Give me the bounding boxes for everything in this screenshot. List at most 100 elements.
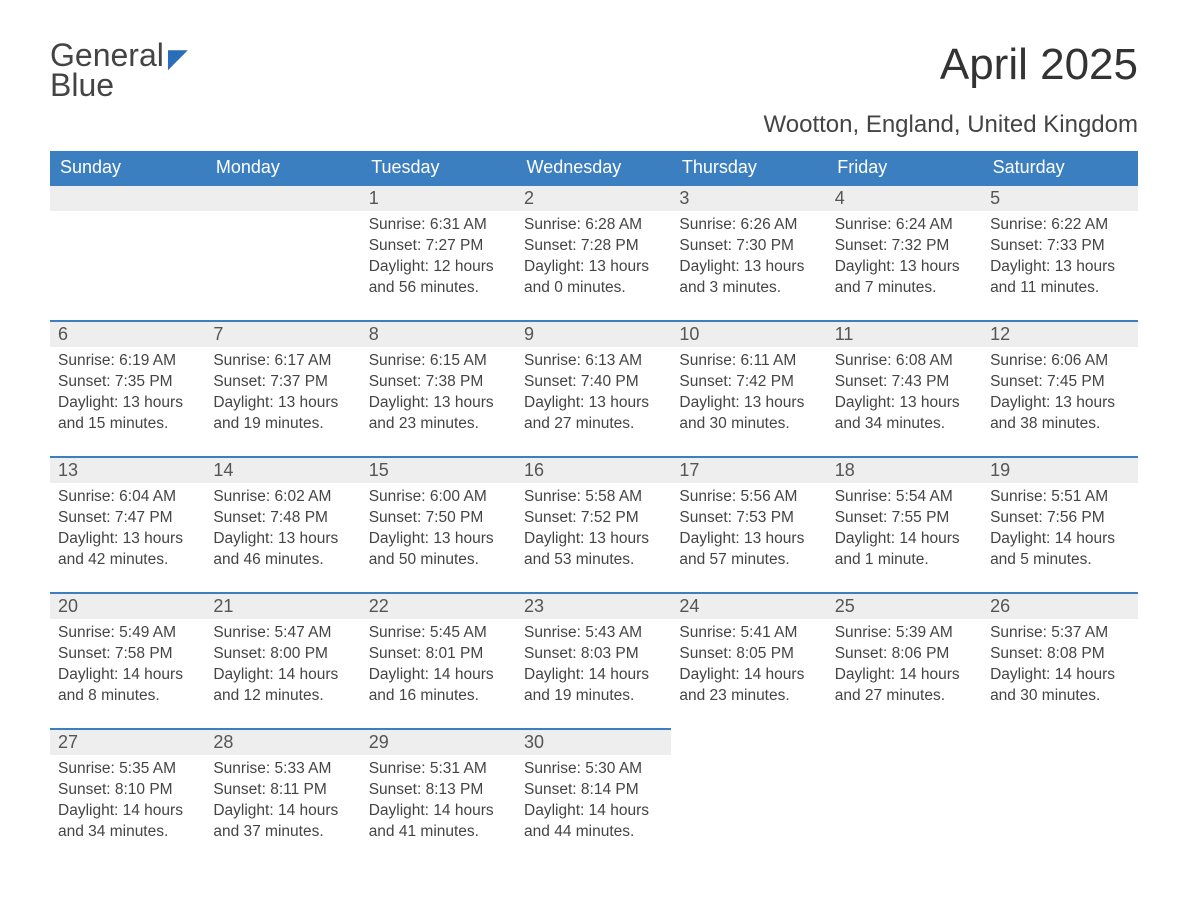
calendar-cell: 7Sunrise: 6:17 AMSunset: 7:37 PMDaylight… — [205, 320, 360, 456]
sunset-line: Sunset: 7:43 PM — [835, 372, 974, 393]
sunset-line: Sunset: 8:10 PM — [58, 780, 197, 801]
daylight-line: Daylight: 13 hours and 3 minutes. — [679, 257, 818, 299]
sunrise-line: Sunrise: 6:17 AM — [213, 351, 352, 372]
daylight-line: Daylight: 12 hours and 56 minutes. — [369, 257, 508, 299]
sunrise-line: Sunrise: 5:56 AM — [679, 487, 818, 508]
daylight-line: Daylight: 14 hours and 27 minutes. — [835, 665, 974, 707]
day-number: 2 — [516, 184, 671, 211]
calendar-body: 1Sunrise: 6:31 AMSunset: 7:27 PMDaylight… — [50, 184, 1138, 864]
sunrise-line: Sunrise: 5:51 AM — [990, 487, 1129, 508]
location-subtitle: Wootton, England, United Kingdom — [50, 111, 1138, 139]
day-number: 25 — [827, 592, 982, 619]
calendar-cell: 20Sunrise: 5:49 AMSunset: 7:58 PMDayligh… — [50, 592, 205, 728]
day-number: 27 — [50, 728, 205, 755]
day-content: Sunrise: 5:35 AMSunset: 8:10 PMDaylight:… — [50, 755, 205, 851]
sunrise-line: Sunrise: 6:28 AM — [524, 215, 663, 236]
flag-icon: ◤ — [168, 43, 188, 74]
daylight-line: Daylight: 14 hours and 5 minutes. — [990, 529, 1129, 571]
calendar-cell: 4Sunrise: 6:24 AMSunset: 7:32 PMDaylight… — [827, 184, 982, 320]
day-content: Sunrise: 5:47 AMSunset: 8:00 PMDaylight:… — [205, 619, 360, 715]
daylight-line: Daylight: 14 hours and 12 minutes. — [213, 665, 352, 707]
daylight-line: Daylight: 14 hours and 30 minutes. — [990, 665, 1129, 707]
day-number: 23 — [516, 592, 671, 619]
day-content: Sunrise: 5:41 AMSunset: 8:05 PMDaylight:… — [671, 619, 826, 715]
day-number: 26 — [982, 592, 1137, 619]
day-number: 21 — [205, 592, 360, 619]
weekday-header: Monday — [205, 151, 360, 184]
sunset-line: Sunset: 7:55 PM — [835, 508, 974, 529]
calendar-cell: 21Sunrise: 5:47 AMSunset: 8:00 PMDayligh… — [205, 592, 360, 728]
day-number: 7 — [205, 320, 360, 347]
day-content: Sunrise: 6:11 AMSunset: 7:42 PMDaylight:… — [671, 347, 826, 443]
sunrise-line: Sunrise: 6:13 AM — [524, 351, 663, 372]
daylight-line: Daylight: 14 hours and 16 minutes. — [369, 665, 508, 707]
calendar-cell: 10Sunrise: 6:11 AMSunset: 7:42 PMDayligh… — [671, 320, 826, 456]
calendar-cell: 2Sunrise: 6:28 AMSunset: 7:28 PMDaylight… — [516, 184, 671, 320]
sunset-line: Sunset: 7:30 PM — [679, 236, 818, 257]
sunrise-line: Sunrise: 6:26 AM — [679, 215, 818, 236]
daylight-line: Daylight: 13 hours and 57 minutes. — [679, 529, 818, 571]
day-content: Sunrise: 5:30 AMSunset: 8:14 PMDaylight:… — [516, 755, 671, 851]
daylight-line: Daylight: 13 hours and 7 minutes. — [835, 257, 974, 299]
day-content: Sunrise: 6:28 AMSunset: 7:28 PMDaylight:… — [516, 211, 671, 307]
day-number: 18 — [827, 456, 982, 483]
day-content: Sunrise: 6:24 AMSunset: 7:32 PMDaylight:… — [827, 211, 982, 307]
daylight-line: Daylight: 14 hours and 19 minutes. — [524, 665, 663, 707]
sunrise-line: Sunrise: 5:47 AM — [213, 623, 352, 644]
daylight-line: Daylight: 13 hours and 34 minutes. — [835, 393, 974, 435]
logo: General Blue ◤ — [50, 40, 188, 101]
day-number: 16 — [516, 456, 671, 483]
calendar-cell: 9Sunrise: 6:13 AMSunset: 7:40 PMDaylight… — [516, 320, 671, 456]
calendar-cell: 3Sunrise: 6:26 AMSunset: 7:30 PMDaylight… — [671, 184, 826, 320]
sunrise-line: Sunrise: 6:11 AM — [679, 351, 818, 372]
sunrise-line: Sunrise: 5:30 AM — [524, 759, 663, 780]
calendar-cell: 29Sunrise: 5:31 AMSunset: 8:13 PMDayligh… — [361, 728, 516, 864]
daylight-line: Daylight: 13 hours and 15 minutes. — [58, 393, 197, 435]
calendar-cell: 28Sunrise: 5:33 AMSunset: 8:11 PMDayligh… — [205, 728, 360, 864]
sunset-line: Sunset: 7:33 PM — [990, 236, 1129, 257]
day-number: 30 — [516, 728, 671, 755]
weekday-header: Wednesday — [516, 151, 671, 184]
calendar-cell — [50, 184, 205, 320]
day-number: 10 — [671, 320, 826, 347]
sunset-line: Sunset: 8:13 PM — [369, 780, 508, 801]
header-row: General Blue ◤ April 2025 — [50, 40, 1138, 101]
calendar-cell: 18Sunrise: 5:54 AMSunset: 7:55 PMDayligh… — [827, 456, 982, 592]
sunset-line: Sunset: 7:58 PM — [58, 644, 197, 665]
sunrise-line: Sunrise: 5:35 AM — [58, 759, 197, 780]
daylight-line: Daylight: 13 hours and 23 minutes. — [369, 393, 508, 435]
day-content: Sunrise: 6:26 AMSunset: 7:30 PMDaylight:… — [671, 211, 826, 307]
sunrise-line: Sunrise: 6:31 AM — [369, 215, 508, 236]
sunrise-line: Sunrise: 5:31 AM — [369, 759, 508, 780]
calendar-table: SundayMondayTuesdayWednesdayThursdayFrid… — [50, 151, 1138, 864]
day-content: Sunrise: 6:13 AMSunset: 7:40 PMDaylight:… — [516, 347, 671, 443]
day-content: Sunrise: 6:15 AMSunset: 7:38 PMDaylight:… — [361, 347, 516, 443]
calendar-cell: 8Sunrise: 6:15 AMSunset: 7:38 PMDaylight… — [361, 320, 516, 456]
sunset-line: Sunset: 7:56 PM — [990, 508, 1129, 529]
sunset-line: Sunset: 7:48 PM — [213, 508, 352, 529]
day-number: 9 — [516, 320, 671, 347]
calendar-cell: 16Sunrise: 5:58 AMSunset: 7:52 PMDayligh… — [516, 456, 671, 592]
logo-text: General Blue — [50, 40, 164, 101]
sunrise-line: Sunrise: 6:19 AM — [58, 351, 197, 372]
day-content: Sunrise: 6:02 AMSunset: 7:48 PMDaylight:… — [205, 483, 360, 579]
calendar-cell — [205, 184, 360, 320]
sunset-line: Sunset: 8:01 PM — [369, 644, 508, 665]
calendar-cell: 26Sunrise: 5:37 AMSunset: 8:08 PMDayligh… — [982, 592, 1137, 728]
daylight-line: Daylight: 13 hours and 53 minutes. — [524, 529, 663, 571]
sunset-line: Sunset: 8:05 PM — [679, 644, 818, 665]
day-number: 14 — [205, 456, 360, 483]
daylight-line: Daylight: 14 hours and 1 minute. — [835, 529, 974, 571]
day-number: 12 — [982, 320, 1137, 347]
calendar-week: 13Sunrise: 6:04 AMSunset: 7:47 PMDayligh… — [50, 456, 1138, 592]
sunrise-line: Sunrise: 6:24 AM — [835, 215, 974, 236]
calendar-week: 27Sunrise: 5:35 AMSunset: 8:10 PMDayligh… — [50, 728, 1138, 864]
day-content: Sunrise: 5:51 AMSunset: 7:56 PMDaylight:… — [982, 483, 1137, 579]
calendar-week: 6Sunrise: 6:19 AMSunset: 7:35 PMDaylight… — [50, 320, 1138, 456]
sunset-line: Sunset: 8:00 PM — [213, 644, 352, 665]
calendar-cell: 30Sunrise: 5:30 AMSunset: 8:14 PMDayligh… — [516, 728, 671, 864]
day-content: Sunrise: 6:31 AMSunset: 7:27 PMDaylight:… — [361, 211, 516, 307]
calendar-cell: 14Sunrise: 6:02 AMSunset: 7:48 PMDayligh… — [205, 456, 360, 592]
sunrise-line: Sunrise: 5:49 AM — [58, 623, 197, 644]
day-number: 13 — [50, 456, 205, 483]
